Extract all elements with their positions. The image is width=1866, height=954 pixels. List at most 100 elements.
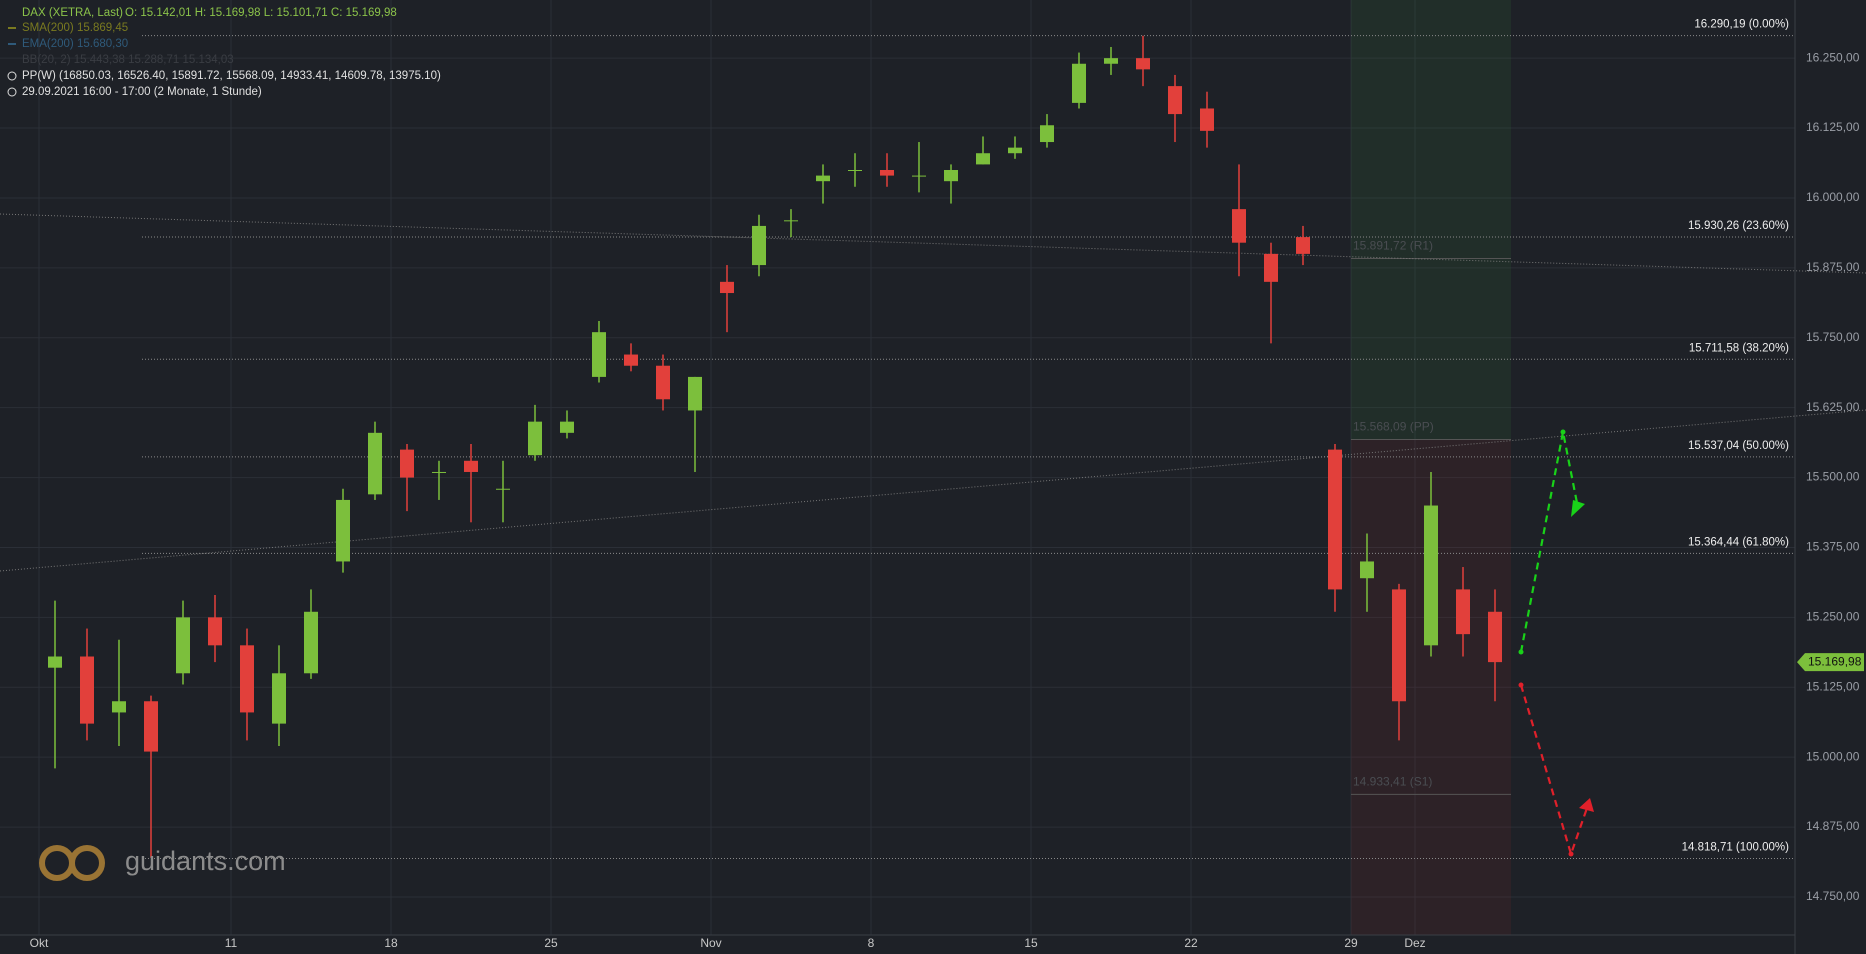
- legend-swatch: [8, 27, 16, 29]
- candle-body: [944, 170, 958, 182]
- grid: [0, 0, 1795, 935]
- symbol: DAX (XETRA, Last): [22, 7, 123, 19]
- y-tick-label: 14.750,00: [1806, 889, 1860, 903]
- arrow-start: [1518, 682, 1524, 688]
- candle-body: [1488, 611, 1502, 663]
- candle-body: [752, 225, 766, 266]
- candle-body: [656, 365, 670, 400]
- candle-body: [784, 220, 798, 222]
- candle-body: [1264, 253, 1278, 282]
- header: DAX (XETRA, Last) O: 15.142,01 H: 15.169…: [7, 7, 441, 98]
- candle-body: [976, 153, 990, 165]
- x-tick-label: 15: [1024, 936, 1038, 950]
- candle-body: [1168, 86, 1182, 115]
- candle-body: [464, 460, 478, 472]
- candle-body: [48, 656, 62, 668]
- y-tick-label: 15.750,00: [1806, 330, 1860, 344]
- candle-body: [400, 449, 414, 478]
- y-tick-label: 16.250,00: [1806, 50, 1860, 64]
- bb: BB(20, 2) 15.443,38 15.288,71 15.134,03: [22, 54, 234, 66]
- candle-body: [1072, 63, 1086, 103]
- y-tick-label: 14.875,00: [1806, 819, 1860, 833]
- candle-body: [272, 673, 286, 724]
- arrow-vertex: [1560, 429, 1566, 435]
- candle-body: [912, 175, 926, 177]
- ema: EMA(200) 15.680,30: [22, 38, 128, 50]
- scenario-arrows: [1518, 429, 1594, 858]
- pivot-label: 15.568,09 (PP): [1353, 420, 1434, 434]
- candles: [48, 35, 1502, 858]
- x-tick-label: Nov: [700, 936, 721, 950]
- fib-label: 15.537,04 (50.00%): [1688, 440, 1789, 452]
- bullish-arrow: [1519, 431, 1580, 653]
- logo: [69, 845, 105, 881]
- fib-label: 15.930,26 (23.60%): [1688, 220, 1789, 232]
- y-tick-label: 15.125,00: [1806, 679, 1860, 693]
- pivot-label: 14.933,41 (S1): [1353, 775, 1432, 789]
- candle-body: [80, 656, 94, 724]
- candle-body: [1360, 561, 1374, 579]
- x-tick-label: 18: [384, 936, 398, 950]
- period: 29.09.2021 16:00 - 17:00 (2 Monate, 1 St…: [22, 86, 262, 98]
- x-tick-label: Okt: [30, 936, 49, 950]
- candle-body: [304, 611, 318, 674]
- legend-swatch: [8, 43, 16, 45]
- x-tick-label: 11: [225, 936, 238, 950]
- candle-body: [144, 701, 158, 752]
- pivot-label: 15.891,72 (R1): [1353, 239, 1433, 253]
- y-tick-label: 15.250,00: [1806, 610, 1860, 624]
- y-tick-label: 16.125,00: [1806, 120, 1860, 134]
- trend-line: [0, 213, 1866, 274]
- last-price-tag: [1797, 653, 1864, 672]
- x-tick-label: 8: [868, 936, 875, 950]
- candle-body: [1136, 58, 1150, 70]
- x-tick-label: 25: [544, 936, 558, 950]
- candle-body: [1104, 58, 1118, 64]
- candle-body: [624, 354, 638, 366]
- y-tick-label: 15.375,00: [1806, 540, 1860, 554]
- fib-label: 14.818,71 (100.00%): [1682, 842, 1790, 854]
- pp: PP(W) (16850.03, 16526.40, 15891.72, 155…: [22, 70, 441, 82]
- arrow-head: [1571, 500, 1585, 517]
- y-tick-label: 15.875,00: [1806, 260, 1860, 274]
- fib-label: 16.290,19 (0.00%): [1694, 19, 1789, 31]
- candle-body: [432, 471, 446, 473]
- candle-body: [560, 421, 574, 433]
- y-tick-label: 16.000,00: [1806, 190, 1860, 204]
- trend-line: [0, 409, 1866, 572]
- icon: [7, 87, 17, 97]
- candle-body: [1200, 108, 1214, 131]
- candle-body: [1296, 237, 1310, 254]
- bearish-arrow: [1519, 684, 1589, 858]
- x-tick-label: 29: [1344, 936, 1358, 950]
- y-tick-label: 15.500,00: [1806, 470, 1860, 484]
- fib-levels: 16.290,19 (0.00%) 15.930,26 (23.60%) 15.71…: [142, 19, 1795, 860]
- x-tick-label: Dez: [1404, 936, 1425, 950]
- arrow-vertex: [1568, 851, 1574, 857]
- candle-body: [208, 617, 222, 646]
- fib-label: 15.711,58 (38.20%): [1689, 342, 1789, 354]
- y-tick-label: 15.000,00: [1806, 749, 1860, 763]
- candle-body: [336, 499, 350, 562]
- fib-label: 15.364,44 (61.80%): [1688, 536, 1789, 548]
- watermark-text: guidants.com: [125, 846, 286, 876]
- y-tick-label: 15.625,00: [1806, 400, 1860, 414]
- candle-body: [528, 421, 542, 456]
- candle-body: [848, 170, 862, 171]
- candle-body: [1008, 147, 1022, 154]
- candle-body: [880, 170, 894, 176]
- candle-body: [688, 376, 702, 411]
- candle-body: [240, 645, 254, 713]
- icon: [7, 71, 17, 81]
- last-price-label: 15.169,98: [1808, 654, 1862, 668]
- pivot-zone-up: [1351, 0, 1511, 440]
- candle-body: [1232, 209, 1246, 243]
- candle-body: [1328, 449, 1342, 590]
- ohlc: O: 15.142,01 H: 15.169,98 L: 15.101,71 C…: [125, 7, 397, 19]
- candle-body: [112, 701, 126, 713]
- candle-body: [368, 432, 382, 495]
- arrow-start: [1518, 649, 1524, 655]
- watermark: guidants.com: [39, 845, 286, 881]
